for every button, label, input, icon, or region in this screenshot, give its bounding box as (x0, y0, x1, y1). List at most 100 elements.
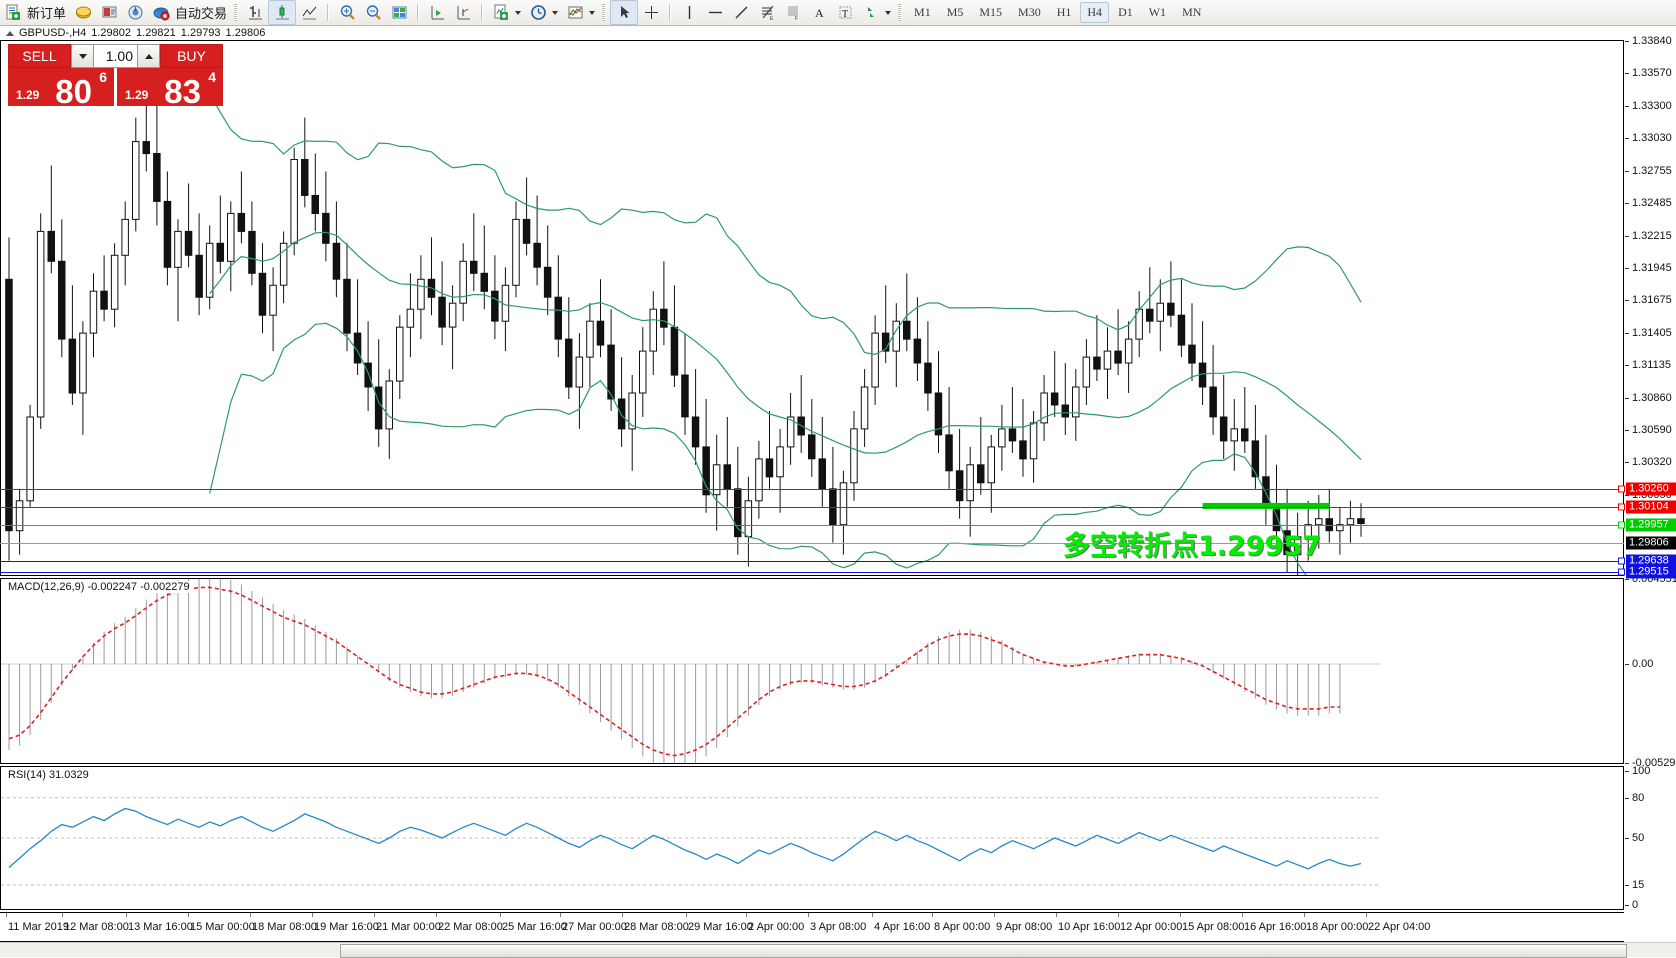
shift-end-icon[interactable] (424, 1, 450, 24)
vertical-line-icon[interactable] (676, 1, 702, 24)
candlestick-chart-icon[interactable] (268, 0, 297, 25)
symbol-info-bar: GBPUSD-,H4 1.29802 1.29821 1.29793 1.298… (0, 26, 1676, 40)
price-tag[interactable]: 1.29515 (1626, 565, 1676, 579)
text-box-icon[interactable]: T (832, 1, 858, 24)
period-dropdown-caret[interactable] (552, 10, 559, 15)
line-chart-icon[interactable] (296, 1, 322, 24)
symbol-open: 1.29802 (91, 27, 132, 39)
arrows-icon[interactable] (858, 1, 884, 24)
timeframe-m1[interactable]: M1 (914, 5, 931, 19)
time-tick-label: 15 Apr 08:00 (1182, 921, 1245, 933)
time-tick (1304, 913, 1305, 917)
auto-scroll-icon[interactable] (450, 1, 476, 24)
autotrade-icon[interactable] (148, 1, 174, 24)
time-axis[interactable]: 11 Mar 2019 12 Mar 08:00 13 Mar 16:00 15 Ma… (0, 912, 1624, 942)
timeframe-m15[interactable]: M15 (979, 5, 1003, 19)
price-tag[interactable]: 1.30104 (1626, 500, 1676, 514)
price-level-handle[interactable] (1618, 503, 1625, 511)
price-level-handle[interactable] (1618, 568, 1625, 576)
timeframe-m30[interactable]: M30 (1018, 5, 1041, 19)
rsi-tick-label: 0 (1632, 899, 1639, 911)
volume-decrease-button[interactable] (71, 44, 94, 68)
zoom-out-icon[interactable] (360, 1, 386, 24)
timeframe-m5[interactable]: M5 (946, 5, 964, 19)
toolbar-grip-1[interactable] (234, 4, 238, 21)
price-tick-label: 1.31405 (1632, 326, 1672, 339)
sell-price-box[interactable]: 1.29 80 6 (8, 68, 114, 108)
tile-windows-icon[interactable] (386, 1, 412, 24)
timeframe-bar: M1 M5 M15 M30 H1 H4 D1 W1 MN (906, 2, 1209, 23)
time-tick-label: 4 Apr 16:00 (874, 921, 931, 933)
time-tick-label: 16 Apr 16:00 (1244, 921, 1307, 933)
buy-button[interactable]: BUY (160, 44, 223, 68)
rsi-axis: 100 80 50 15 0 (1625, 765, 1676, 911)
price-level-handle[interactable] (1618, 521, 1625, 529)
time-tick (686, 913, 687, 917)
time-tick (872, 913, 873, 917)
rsi-tick (1625, 884, 1629, 886)
one-click-trading-panel[interactable]: SELL 1.00 BUY 1.29 80 6 1.29 83 4 (8, 44, 223, 108)
text-label-icon[interactable]: A (806, 1, 832, 24)
autotrade-label[interactable]: 自动交易 (175, 6, 228, 21)
collapse-triangle-icon[interactable] (6, 30, 14, 36)
horizontal-line-icon[interactable] (702, 1, 728, 24)
rsi-pane[interactable]: RSI(14) 31.0329 (0, 766, 1624, 910)
trendline-icon[interactable] (728, 1, 754, 24)
time-tick-label: 8 Apr 00:00 (934, 921, 991, 933)
price-tag[interactable]: 1.30260 (1626, 482, 1676, 496)
chart-annotation-text[interactable]: 多空转折点1.29957 (1063, 531, 1321, 562)
price-level-handle[interactable] (1618, 557, 1625, 565)
zoom-in-icon[interactable] (334, 1, 360, 24)
price-level-line[interactable] (0, 489, 1624, 490)
sell-button[interactable]: SELL (8, 44, 71, 68)
templates-dropdown-caret[interactable] (589, 10, 596, 15)
price-tag[interactable]: 1.29806 (1626, 536, 1676, 550)
bar-chart-icon[interactable] (242, 1, 268, 24)
time-tick (1180, 913, 1181, 917)
timeframe-h1[interactable]: H1 (1056, 5, 1072, 19)
price-level-line[interactable] (0, 543, 1624, 544)
macd-pane[interactable]: MACD(12,26,9) -0.002247 -0.002279 (0, 578, 1624, 764)
price-chart-pane[interactable] (0, 40, 1624, 576)
price-axis[interactable]: 1.33840 1.33570 1.33300 1.33030 1.32755 1.324… (1625, 35, 1676, 576)
crosshair-icon[interactable] (638, 1, 664, 24)
toolbar-separator-1 (327, 4, 330, 21)
buy-price-fraction: 4 (208, 69, 216, 85)
volume-increase-button[interactable] (137, 44, 160, 68)
time-tick (1056, 913, 1057, 917)
fibonacci-icon[interactable]: E (754, 1, 780, 24)
fib-grid-icon[interactable]: F (780, 1, 806, 24)
timeframe-h4[interactable]: H4 (1080, 2, 1110, 23)
timeframe-mn[interactable]: MN (1182, 5, 1202, 19)
horizontal-scrollbar[interactable] (0, 942, 1676, 958)
toolbar-grip-3[interactable] (898, 4, 902, 21)
cursor-arrow-icon[interactable] (610, 0, 639, 25)
price-level-line[interactable] (0, 507, 1624, 508)
macd-tick (1625, 579, 1629, 580)
timeframe-d1[interactable]: D1 (1118, 5, 1133, 19)
price-level-line[interactable] (0, 561, 1624, 562)
timeframe-w1[interactable]: W1 (1148, 5, 1167, 19)
price-level-line[interactable] (0, 572, 1624, 573)
price-tag[interactable]: 1.29957 (1626, 518, 1676, 532)
svg-text:E: E (770, 16, 774, 21)
new-order-icon[interactable] (0, 1, 26, 24)
price-tag[interactable]: 1.29638 (1626, 554, 1676, 568)
gold-icon[interactable] (70, 1, 96, 24)
templates-icon[interactable] (562, 1, 588, 24)
time-tick (560, 913, 561, 917)
terminal-icon[interactable] (96, 1, 122, 24)
price-level-handle[interactable] (1618, 485, 1625, 493)
navigator-icon[interactable] (122, 1, 148, 24)
volume-input[interactable]: 1.00 (94, 44, 137, 68)
new-order-label[interactable]: 新订单 (27, 6, 67, 21)
toolbar-grip-2[interactable] (602, 4, 606, 21)
arrows-dropdown-caret[interactable] (885, 10, 892, 15)
rsi-tick-label: 100 (1632, 765, 1651, 777)
buy-price-box[interactable]: 1.29 83 4 (117, 68, 223, 108)
indicators-dropdown-caret[interactable] (515, 10, 522, 15)
indicators-icon[interactable] (488, 1, 514, 24)
period-clock-icon[interactable] (525, 1, 551, 24)
price-level-line[interactable] (0, 525, 1624, 526)
toolbar-separator-4 (669, 4, 672, 21)
